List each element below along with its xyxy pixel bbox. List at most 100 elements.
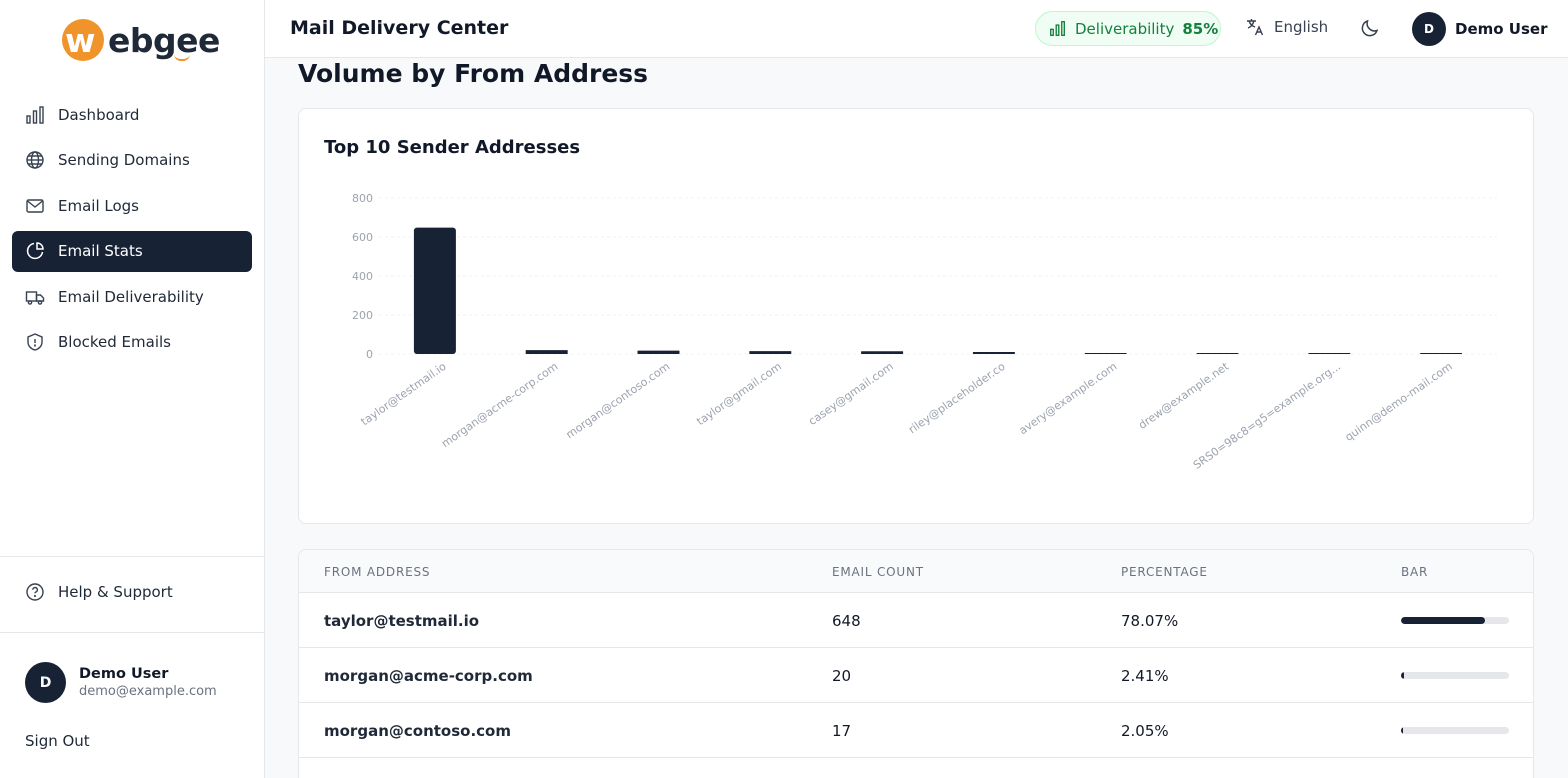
cell-percentage: 78.07% <box>1121 612 1179 630</box>
shield-icon <box>25 332 45 352</box>
mail-icon <box>25 196 45 216</box>
pie-chart-icon <box>25 241 45 261</box>
cell-address: taylor@testmail.io <box>324 612 480 630</box>
webgee-logo[interactable]: wwebgee <box>62 16 220 64</box>
chart-bar[interactable] <box>861 351 904 354</box>
sidebar-item-email-deliverability[interactable]: Email Deliverability <box>12 276 252 317</box>
sidebar-item-label: Dashboard <box>58 105 140 124</box>
avatar: D <box>25 662 66 703</box>
sidebar-item-label: Blocked Emails <box>58 333 171 352</box>
bar-chart: 0 200 400 600 800 taylor@testmail.iomorgan@ac… <box>352 192 1497 472</box>
sender-table: From Address Email Count Percentage Bar … <box>298 549 1534 778</box>
cell-percentage: 2.41% <box>1121 667 1169 685</box>
column-header-from-address: From Address <box>324 565 431 579</box>
x-tick-label: taylor@testmail.io <box>359 360 449 429</box>
percentage-bar-fill <box>1401 727 1404 734</box>
header-user-menu[interactable]: D Demo User <box>1412 12 1547 46</box>
help-circle-icon <box>25 582 45 602</box>
chart-bar[interactable] <box>1084 353 1127 354</box>
sign-out-button[interactable]: Sign Out <box>25 732 90 750</box>
table-row[interactable]: morgan@acme-corp.com 20 2.41% <box>299 648 1533 703</box>
logo-wordmark: wwebgee <box>65 20 220 60</box>
top-header: Mail Delivery Center Deliverability 85% … <box>265 0 1568 58</box>
sidebar-nav: Dashboard Sending Domains Email Logs Ema… <box>12 94 252 368</box>
user-name: Demo User <box>79 666 169 682</box>
chart-bar[interactable] <box>413 227 456 354</box>
x-tick-label: morgan@acme-corp.com <box>439 360 560 450</box>
sidebar-item-dashboard[interactable]: Dashboard <box>12 94 252 135</box>
y-tick-label: 200 <box>352 309 373 322</box>
percentage-bar-fill <box>1401 672 1404 679</box>
chart-bar[interactable] <box>1420 353 1463 354</box>
language-label: English <box>1274 18 1329 36</box>
chart-bar[interactable] <box>1308 353 1351 354</box>
chart-bar[interactable] <box>637 350 680 354</box>
help-label: Help & Support <box>58 583 173 601</box>
x-tick-label: drew@example.net <box>1136 359 1232 431</box>
y-tick-label: 600 <box>352 231 373 244</box>
divider <box>0 632 264 633</box>
column-header-bar: Bar <box>1401 565 1429 579</box>
sidebar-item-sending-domains[interactable]: Sending Domains <box>12 140 252 181</box>
percentage-bar <box>1401 617 1509 624</box>
cell-address: morgan@contoso.com <box>324 722 511 740</box>
cell-address: morgan@acme-corp.com <box>324 667 533 685</box>
language-selector[interactable]: English <box>1245 17 1328 37</box>
column-header-percentage: Percentage <box>1121 565 1208 579</box>
cell-count: 17 <box>832 722 852 740</box>
translate-icon <box>1247 19 1264 36</box>
sidebar-item-label: Email Deliverability <box>58 287 204 306</box>
sidebar-user-profile[interactable]: D Demo User demo@example.com <box>25 662 217 703</box>
percentage-bar <box>1401 727 1509 734</box>
help-support-link[interactable]: Help & Support <box>25 582 173 602</box>
x-tick-label: quinn@demo-mail.com <box>1343 360 1455 444</box>
table-row[interactable]: taylor@testmail.io 648 78.07% <box>299 593 1533 648</box>
sidebar-item-blocked-emails[interactable]: Blocked Emails <box>12 322 252 363</box>
chart-bar[interactable] <box>525 350 568 354</box>
logo-circle <box>62 19 104 61</box>
x-tick-label: avery@example.com <box>1017 360 1120 437</box>
chart-bar[interactable] <box>1196 353 1239 354</box>
user-name: Demo User <box>1455 20 1548 38</box>
bar-chart-icon <box>1050 21 1065 36</box>
moon-icon <box>1361 19 1379 37</box>
user-email: demo@example.com <box>79 684 217 699</box>
x-tick-label: riley@placeholder.co <box>906 360 1008 437</box>
chart-bar[interactable] <box>972 352 1015 354</box>
deliverability-badge[interactable]: Deliverability 85% <box>1035 11 1221 46</box>
globe-icon <box>25 150 45 170</box>
sidebar-item-label: Sending Domains <box>58 151 190 170</box>
x-tick-label: casey@gmail.com <box>806 360 896 428</box>
sidebar-item-email-stats[interactable]: Email Stats <box>12 230 252 272</box>
y-tick-label: 800 <box>352 192 373 205</box>
sidebar-item-label: Email Stats <box>58 242 143 261</box>
deliverability-label: Deliverability <box>1075 19 1175 38</box>
theme-toggle-button[interactable] <box>1359 17 1381 39</box>
percentage-bar <box>1401 672 1509 679</box>
chart-card: Top 10 Sender Addresses 0 200 400 600 800 tay… <box>298 108 1534 524</box>
x-tick-label: morgan@contoso.com <box>564 360 673 442</box>
cell-percentage: 2.05% <box>1121 722 1169 740</box>
y-tick-label: 0 <box>366 348 373 361</box>
cell-count: 648 <box>832 612 861 630</box>
section-title: Volume by From Address <box>298 59 649 88</box>
avatar: D <box>1412 12 1446 46</box>
truck-icon <box>25 287 45 307</box>
sidebar-item-label: Email Logs <box>58 196 139 215</box>
divider <box>0 556 264 557</box>
bar-chart-icon <box>25 105 45 125</box>
y-tick-label: 400 <box>352 270 373 283</box>
table-header: From Address Email Count Percentage Bar <box>299 550 1533 593</box>
cell-count: 20 <box>832 667 852 685</box>
deliverability-value: 85% <box>1182 19 1219 38</box>
column-header-email-count: Email Count <box>832 565 924 579</box>
sidebar-item-email-logs[interactable]: Email Logs <box>12 185 252 226</box>
page-title: Mail Delivery Center <box>290 17 509 39</box>
percentage-bar-fill <box>1401 617 1486 624</box>
chart-bar[interactable] <box>749 351 792 354</box>
x-tick-label: taylor@gmail.com <box>694 360 784 428</box>
logo-smile <box>174 54 190 61</box>
sidebar: wwebgee Dashboard Sending Domains Email … <box>0 0 265 778</box>
table-row[interactable]: morgan@contoso.com 17 2.05% <box>299 703 1533 758</box>
chart-title: Top 10 Sender Addresses <box>324 137 581 158</box>
